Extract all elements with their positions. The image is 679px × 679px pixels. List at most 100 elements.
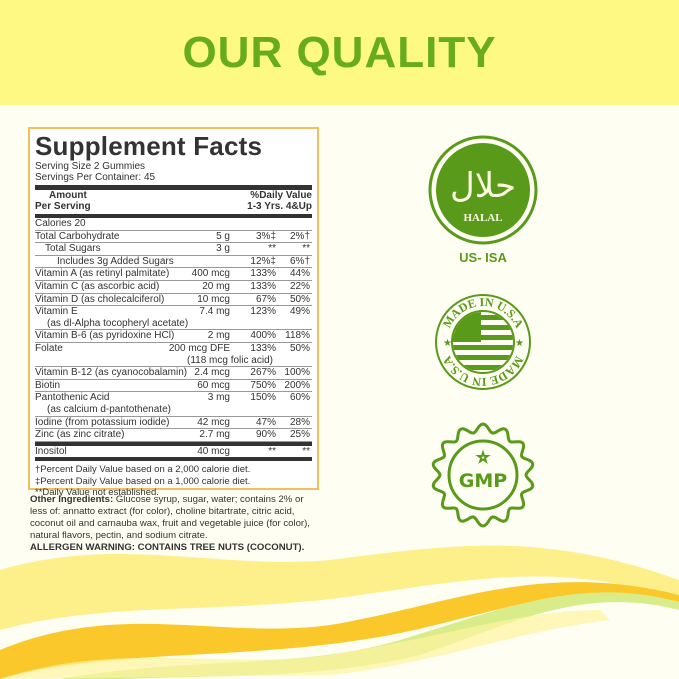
divider xyxy=(35,457,312,462)
nutrient-amount: 60 mcg xyxy=(197,379,230,391)
dv-4up: ** xyxy=(302,243,310,255)
footnote: ‡Percent Daily Value based on a 1,000 ca… xyxy=(35,475,251,487)
nutrient-amount-note: (118 mcg folic acid) xyxy=(187,354,273,366)
nutrient-amount: 2.4 mcg xyxy=(194,367,230,379)
facts-header: Amount Per Serving %Daily Value 1-3 Yrs. 4… xyxy=(35,190,312,214)
nutrient-row: Biotin 60 mcg 750% 200% xyxy=(35,380,312,393)
inositol-row: Inositol 40 mcg ** ** xyxy=(35,446,312,458)
dv-1-3: 133% xyxy=(250,280,276,292)
svg-text:★: ★ xyxy=(515,338,524,349)
gmp-text: GMP xyxy=(459,470,508,492)
gmp-seal-icon: ☆ GMP xyxy=(431,422,535,528)
dv-1-3: ** xyxy=(268,445,276,457)
dv-1-3: 750% xyxy=(250,379,276,391)
dv-4up: 50% xyxy=(289,293,310,305)
nutrient-row: Total Sugars 3 g ** ** xyxy=(35,243,312,256)
dv-4up: 22% xyxy=(289,280,310,292)
dv-1-3: 67% xyxy=(255,293,276,305)
dv-4up: 6%† xyxy=(289,255,310,267)
halal-text: HALAL xyxy=(463,212,502,224)
nutrient-name: Vitamin A (as retinyl palmitate) xyxy=(35,268,170,280)
nutrient-name: Iodine (from potassium iodide) xyxy=(35,416,170,428)
age-header: 1-3 Yrs. 4&Up xyxy=(247,200,312,212)
dv-4up: 100% xyxy=(284,367,310,379)
dv-4up: 60% xyxy=(289,392,310,404)
divider xyxy=(35,185,312,190)
dv-header: %Daily Value xyxy=(250,190,312,201)
dv-1-3: 133% xyxy=(250,342,276,354)
nutrient-row: Vitamin A (as retinyl palmitate) 400 mcg 1… xyxy=(35,268,312,281)
nutrient-amount: 3 mg xyxy=(207,392,230,404)
nutrient-row: Vitamin B-12 (as cyanocobalamin) 2.4 mcg 2… xyxy=(35,367,312,380)
dv-4up: 200% xyxy=(284,379,310,391)
halal-arabic: حلال xyxy=(450,166,516,206)
footnote: †Percent Daily Value based on a 2,000 ca… xyxy=(35,464,251,476)
nutrient-amount: 200 mcg DFE xyxy=(168,342,230,354)
per-serving-header: Per Serving xyxy=(35,200,91,212)
dv-4up: 25% xyxy=(289,429,310,441)
dv-4up: 50% xyxy=(289,342,310,354)
nutrient-amount: 400 mcg xyxy=(191,268,230,280)
made-in-usa-seal-icon: MADE IN U.S.A MADE IN U.S.A ★ ★ xyxy=(435,294,531,390)
nutrient-row: Includes 3g Added Sugars 12%‡ 6%† xyxy=(35,256,312,269)
dv-1-3: 47% xyxy=(255,416,276,428)
svg-text:☆: ☆ xyxy=(477,449,490,465)
nutrient-name: Total Sugars xyxy=(45,243,101,255)
nutrient-amount: 2.7 mg xyxy=(199,429,230,441)
ingredients-label: Other ingredients: xyxy=(30,494,114,505)
servings-per-container: Servings Per Container: 45 xyxy=(35,172,156,183)
divider xyxy=(35,214,312,218)
nutrient-amount: 2 mg xyxy=(207,330,230,342)
nutrient-name: Inositol xyxy=(35,445,67,457)
top-band xyxy=(0,0,679,105)
dv-1-3: ** xyxy=(268,243,276,255)
nutrient-row: Vitamin D (as cholecalciferol) 10 mcg 67% 5… xyxy=(35,294,312,307)
nutrient-name: Biotin xyxy=(35,379,61,391)
nutrient-row: Vitamin B-6 (as pyridoxine HCl) 2 mg 400% 1… xyxy=(35,330,312,343)
nutrient-row: Iodine (from potassium iodide) 42 mcg 47% 2… xyxy=(35,417,312,430)
dv-4up: 118% xyxy=(285,330,310,342)
nutrient-row: Vitamin C (as ascorbic acid) 20 mg 133% 22% xyxy=(35,281,312,294)
nutrient-name: Folate xyxy=(35,342,63,354)
serving-size: Serving Size 2 Gummies xyxy=(35,161,146,172)
nutrient-source: (as calcium d-pantothenate) xyxy=(47,403,171,415)
nutrient-name: Includes 3g Added Sugars xyxy=(57,255,174,267)
nutrient-amount: 42 mcg xyxy=(197,416,230,428)
dv-1-3: 123% xyxy=(250,306,276,318)
dv-4up: 44% xyxy=(289,268,310,280)
dv-1-3: 3%‡ xyxy=(255,230,276,242)
nutrient-amount: 7.4 mg xyxy=(199,306,230,318)
nutrient-name: Pantothenic Acid xyxy=(35,392,110,404)
nutrient-name: Vitamin C (as ascorbic acid) xyxy=(35,280,160,292)
dv-4up: 28% xyxy=(289,416,310,428)
nutrient-name: Total Carbohydrate xyxy=(35,230,120,242)
nutrient-name: Vitamin D (as cholecalciferol) xyxy=(35,293,165,305)
nutrient-amount: 10 mcg xyxy=(197,293,230,305)
calories: Calories 20 xyxy=(35,218,86,229)
dv-4up: ** xyxy=(302,445,310,457)
footnotes: †Percent Daily Value based on a 2,000 ca… xyxy=(35,461,312,498)
nutrient-name: Vitamin B-6 (as pyridoxine HCl) xyxy=(35,330,175,342)
divider xyxy=(35,441,312,446)
nutrient-row: Folate (118 mcg folic acid) 200 mcg DFE 133… xyxy=(35,342,312,368)
nutrient-row: Pantothenic Acid (as calcium d-pantothena… xyxy=(35,392,312,417)
dv-4up: 2%† xyxy=(289,230,310,242)
dv-4up: 49% xyxy=(289,306,310,318)
nutrient-amount: 40 mcg xyxy=(197,445,230,457)
nutrient-amount: 3 g xyxy=(216,243,230,255)
nutrient-row: Vitamin E (as dl-Alpha tocopheryl acetate… xyxy=(35,306,312,331)
ingredients-text: Glucose syrup, sugar, water; contains 2%… xyxy=(30,494,310,541)
nutrient-amount: 5 g xyxy=(216,230,230,242)
dv-1-3: 400% xyxy=(250,330,276,342)
dv-1-3: 90% xyxy=(255,429,276,441)
amount-header: Amount xyxy=(49,190,87,201)
allergen-warning: ALLERGEN WARNING: CONTAINS TREE NUTS (CO… xyxy=(30,542,305,553)
svg-text:★: ★ xyxy=(443,338,452,349)
page-title: OUR QUALITY xyxy=(182,28,497,77)
other-ingredients: Other ingredients: Glucose syrup, sugar,… xyxy=(30,494,322,554)
decorative-waves xyxy=(0,545,679,679)
nutrient-name: Zinc (as zinc citrate) xyxy=(35,429,125,441)
nutrient-source: (as dl-Alpha tocopheryl acetate) xyxy=(47,317,189,329)
dv-1-3: 267% xyxy=(250,367,276,379)
footnote: **Daily Value not established. xyxy=(35,486,159,498)
